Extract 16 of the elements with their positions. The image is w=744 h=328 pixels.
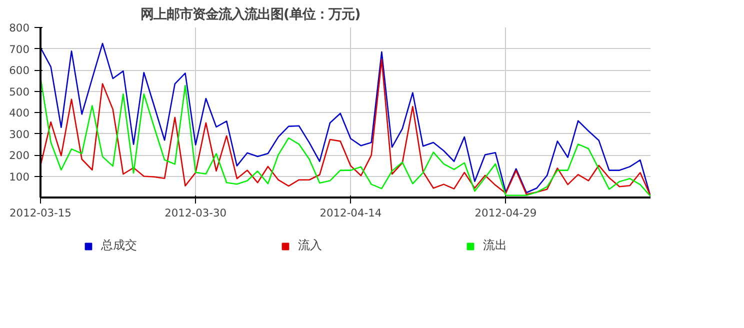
y-tick-label: 600 xyxy=(9,64,30,77)
y-tick-label: 700 xyxy=(9,42,30,56)
x-tick-label: 2012-03-30 xyxy=(164,206,227,220)
x-tick-label: 2012-03-15 xyxy=(10,206,72,220)
legend-label: 总成交 xyxy=(101,237,137,254)
y-tick-label: 300 xyxy=(9,128,30,141)
y-tick-label: 200 xyxy=(9,149,30,162)
x-tick-label: 2012-04-14 xyxy=(320,206,382,220)
legend-label: 流入 xyxy=(298,237,322,254)
chart-title: 网上邮市资金流入流出图(单位：万元) xyxy=(140,6,361,22)
x-tick-label: 2012-04-29 xyxy=(474,206,537,220)
y-tick-label: 500 xyxy=(9,85,30,98)
legend-label: 流出 xyxy=(483,237,507,254)
y-tick-label: 100 xyxy=(9,170,30,184)
y-tick-label: 400 xyxy=(9,106,30,120)
y-tick-label: 800 xyxy=(9,22,30,34)
